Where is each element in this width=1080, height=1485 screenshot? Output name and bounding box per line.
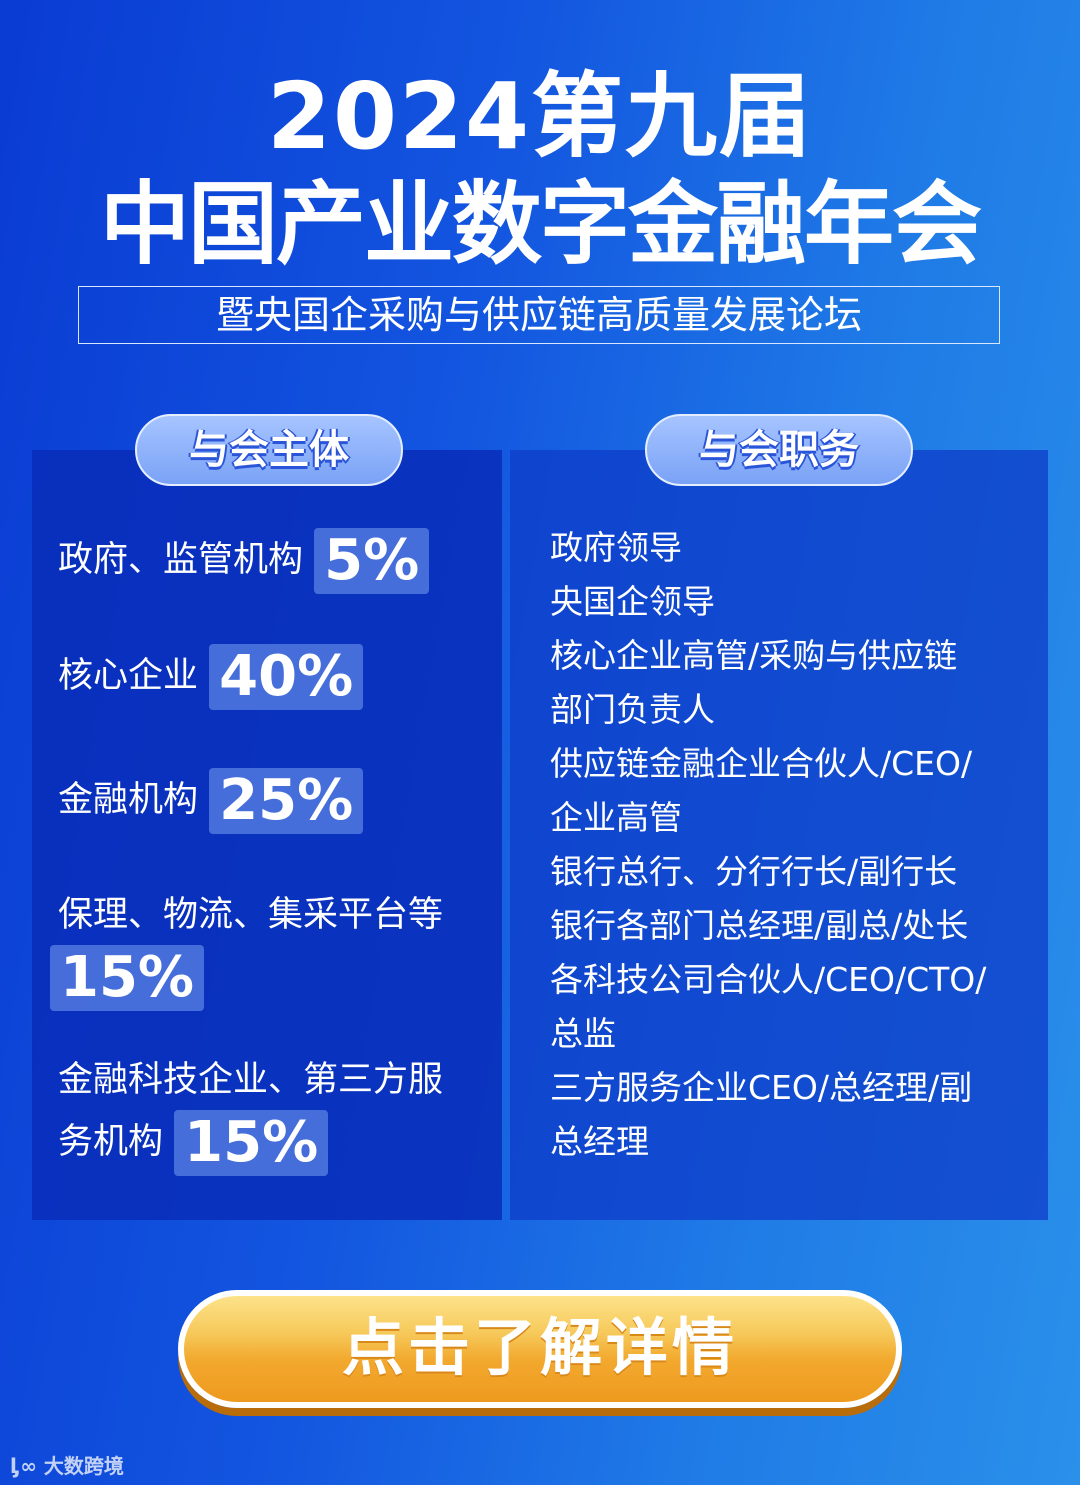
position-line: 供应链金融企业合伙人/CEO/ (550, 744, 973, 783)
entity-label: 金融机构 (58, 780, 199, 820)
learn-more-button[interactable]: 点击了解详情 (178, 1290, 902, 1408)
entity-label: 金融科技企业、第三方服 (58, 1060, 444, 1100)
position-line: 各科技公司合伙人/CEO/CTO/ (550, 960, 987, 999)
entity-pct: 25% (209, 768, 364, 834)
entity-item: 政府、监管机构 5% (58, 528, 488, 594)
position-line: 银行各部门总经理/副总/处长 (550, 906, 969, 945)
watermark-logo: ᶅ∞ 大数跨境 (10, 1450, 124, 1479)
entity-label: 保理、物流、集采平台等 (58, 895, 444, 935)
attendee-positions-panel (510, 450, 1048, 1220)
position-line: 部门负责人 (550, 690, 715, 729)
entity-pct: 15% (174, 1110, 329, 1176)
attendee-positions-heading: 与会职务 (645, 414, 913, 486)
position-line: 总经理 (550, 1122, 649, 1161)
position-line: 总监 (550, 1014, 616, 1053)
entity-pct: 15% (50, 945, 205, 1011)
watermark-text: 大数跨境 (43, 1454, 124, 1478)
entity-item: 保理、物流、集采平台等 15% (50, 885, 488, 1011)
position-line: 企业高管 (550, 798, 682, 837)
title-line-1: 2024第九届 (266, 63, 814, 170)
entity-pct: 5% (314, 528, 430, 594)
logo-icon: ᶅ∞ (10, 1454, 44, 1478)
entity-item: 核心企业 40% (58, 644, 488, 710)
position-line: 银行总行、分行行长/副行长 (550, 852, 958, 891)
entity-pct: 40% (209, 644, 364, 710)
position-line: 核心企业高管/采购与供应链 (550, 636, 958, 675)
entity-label: 政府、监管机构 (58, 540, 304, 580)
attendee-entities-heading: 与会主体 (135, 414, 403, 486)
position-line: 三方服务企业CEO/总经理/副 (550, 1068, 973, 1107)
subtitle-box: 暨央国企采购与供应链高质量发展论坛 (78, 286, 1000, 344)
entity-label: 务机构 (58, 1122, 164, 1162)
title-line-2: 中国产业数字金融年会 (100, 172, 982, 277)
entity-item: 金融科技企业、第三方服 务机构 15% (58, 1050, 488, 1176)
entity-label: 核心企业 (58, 656, 199, 696)
position-line: 央国企领导 (550, 582, 715, 621)
positions-list: 政府领导 央国企领导 核心企业高管/采购与供应链 部门负责人 供应链金融企业合伙… (550, 521, 986, 1169)
position-line: 政府领导 (550, 528, 682, 567)
entity-item: 金融机构 25% (58, 768, 488, 834)
